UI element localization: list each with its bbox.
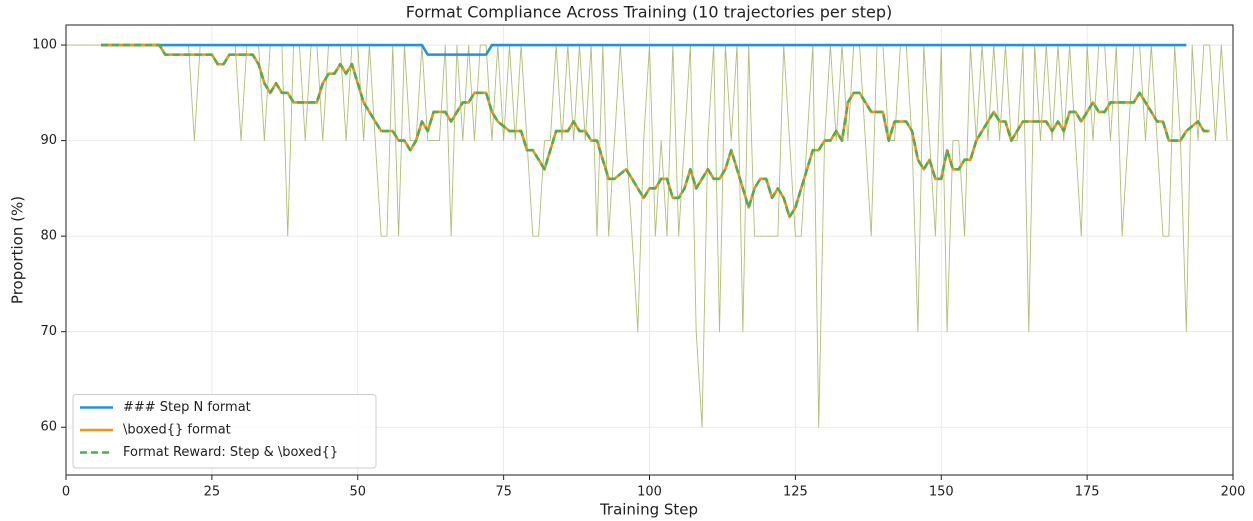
legend-label: \boxed{} format xyxy=(123,423,231,438)
x-tick-label: 100 xyxy=(637,485,662,500)
x-tick-label: 150 xyxy=(929,485,954,500)
legend-box xyxy=(72,394,377,469)
y-tick-label: 90 xyxy=(40,133,57,148)
y-tick-label: 60 xyxy=(40,420,57,435)
y-axis-label: Proportion (%) xyxy=(9,196,27,304)
x-tick-label: 75 xyxy=(495,485,512,500)
plot-frame xyxy=(65,24,1234,476)
series-line xyxy=(101,43,1210,219)
x-tick-label: 0 xyxy=(62,485,70,500)
legend: ### Step N format \boxed{} format Format R… xyxy=(72,394,377,469)
x-tick-label: 50 xyxy=(349,485,366,500)
y-tick-label: 70 xyxy=(40,324,57,339)
x-axis-label: Training Step xyxy=(599,501,698,519)
series-line xyxy=(101,43,1187,56)
y-tick-label: 80 xyxy=(40,229,57,244)
x-tick-label: 125 xyxy=(783,485,808,500)
series-line xyxy=(66,44,1228,428)
x-tick-label: 200 xyxy=(1221,485,1246,500)
chart-title: Format Compliance Across Training (10 tr… xyxy=(406,3,892,22)
y-tick-label: 100 xyxy=(32,38,57,53)
x-tick-label: 175 xyxy=(1075,485,1100,500)
series-line xyxy=(101,43,1210,219)
legend-label: Format Reward: Step & \boxed{} xyxy=(123,445,338,460)
legend-label: ### Step N format xyxy=(123,400,251,415)
x-tick-label: 25 xyxy=(204,485,221,500)
